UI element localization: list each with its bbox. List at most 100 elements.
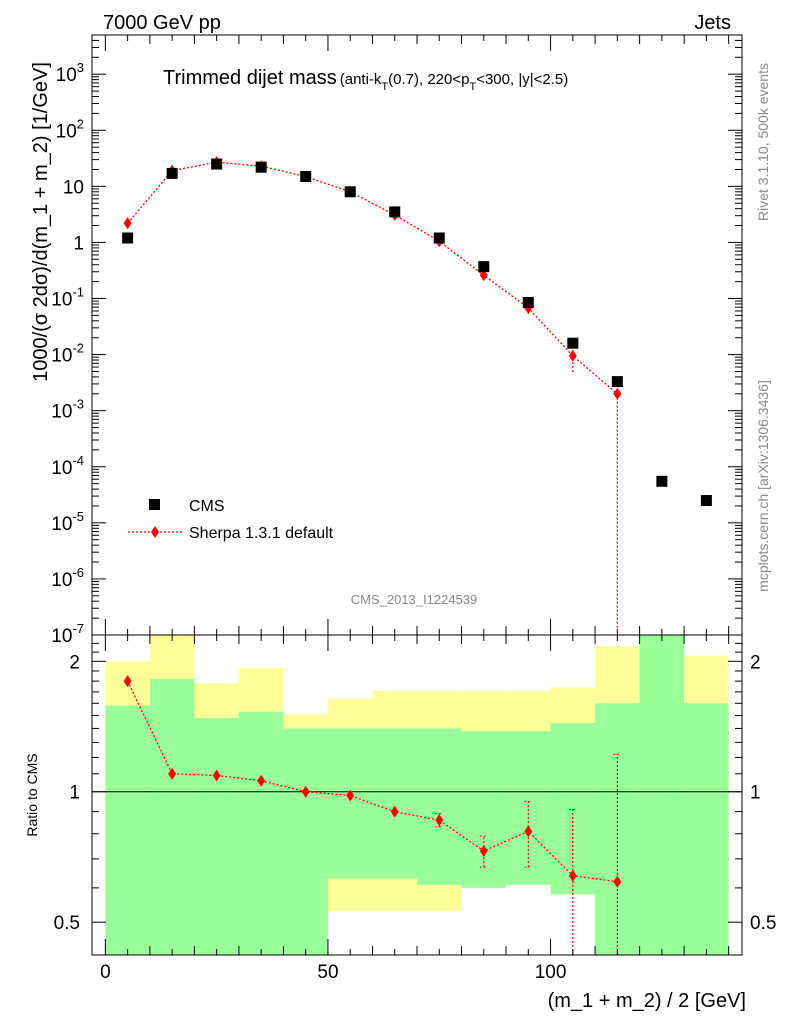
- tick-exponent: 2: [77, 116, 84, 131]
- cms-point: [478, 261, 490, 273]
- plot-title: Trimmed dijet mass (anti-kT(0.7), 220<pT<…: [163, 67, 568, 93]
- ratio-sherpa-point: [168, 767, 177, 780]
- ratio-sherpa-line: [127, 680, 618, 883]
- legend-cms-marker: [149, 499, 160, 510]
- tick-base: 10: [51, 570, 72, 591]
- title-main: Trimmed dijet mass: [163, 67, 337, 89]
- ratio-sherpa-point: [212, 769, 221, 782]
- tick-exponent: -1: [72, 285, 84, 300]
- y-tick-label: 1: [73, 233, 84, 254]
- x-tick-label: 50: [317, 962, 338, 983]
- tick-base: 10: [56, 121, 77, 142]
- ratio-y-tick-label-left: 1: [69, 783, 80, 804]
- cms-inner-band: [327, 728, 373, 879]
- cms-point: [700, 495, 712, 507]
- title-cut-part: (anti-k: [340, 71, 382, 88]
- y-tick-label: 10-6: [51, 565, 84, 591]
- tick-base: 10: [51, 290, 72, 311]
- sherpa-line: [127, 161, 618, 395]
- cms-inner-band: [461, 731, 507, 888]
- y-tick-label: 102: [56, 116, 84, 142]
- ratio-sherpa-point: [524, 825, 533, 838]
- cms-inner-band: [372, 728, 417, 879]
- tick-exponent: -5: [72, 509, 84, 524]
- ratio-y-ticks: 0.5 0.5 1 1 2 2: [54, 642, 776, 934]
- cms-inner-band: [105, 705, 150, 955]
- ratio-sherpa-point: [257, 774, 266, 787]
- header-left: 7000 GeV pp: [103, 12, 221, 34]
- sherpa-point: [479, 269, 488, 282]
- legend-sherpa-label: Sherpa 1.3.1 default: [189, 525, 334, 542]
- legend-cms-label: CMS: [189, 498, 225, 515]
- analysis-id: CMS_2013_I1224539: [351, 592, 478, 607]
- y-tick-label: 103: [56, 60, 84, 86]
- title-subscript: T: [381, 81, 388, 93]
- ratio-sherpa-series: [123, 675, 622, 956]
- tick-exponent: -3: [72, 397, 84, 412]
- ratio-sherpa-point: [479, 844, 488, 857]
- ratio-y-tick-label-right: 0.5: [750, 913, 776, 934]
- main-frame: [91, 34, 743, 636]
- ratio-y-tick-label-left: 0.5: [54, 913, 80, 934]
- ratio-sherpa-point: [568, 869, 577, 882]
- ratio-sherpa-point: [613, 875, 622, 888]
- cms-point: [522, 296, 534, 308]
- tick-exponent: -6: [72, 565, 84, 580]
- ratio-panel: 0.5 0.5 1 1 2 2 0 50 100: [54, 634, 776, 983]
- x-tick-label: 100: [535, 962, 567, 983]
- sherpa-point: [613, 387, 622, 400]
- x-tick-label: 0: [100, 962, 111, 983]
- cms-inner-band: [194, 717, 239, 955]
- rivet-version: Rivet 3.1.10, 500k events: [755, 63, 771, 221]
- y-tick-label: 10: [63, 177, 84, 198]
- y-tick-label: 10-4: [51, 453, 84, 479]
- cms-point: [255, 161, 267, 173]
- title-cut: (anti-kT(0.7), 220<pT<300, |y|<2.5): [340, 71, 569, 93]
- cms-inner-band: [550, 723, 596, 895]
- ratio-sherpa-point: [435, 814, 444, 827]
- cms-point: [344, 186, 356, 198]
- cms-inner-band: [149, 679, 195, 955]
- legend: CMS Sherpa 1.3.1 default: [128, 498, 334, 542]
- cms-point: [166, 167, 178, 179]
- tick-base: 10: [51, 458, 72, 479]
- tick-exponent: 3: [77, 60, 84, 75]
- cms-inner-band: [684, 703, 729, 955]
- cms-inner-band: [417, 728, 462, 885]
- y-axis-label-ratio: Ratio to CMS: [24, 753, 40, 836]
- ratio-y-tick-label-right: 1: [750, 783, 761, 804]
- title-subscript: T: [469, 81, 476, 93]
- cms-inner-band: [238, 711, 284, 955]
- y-tick-label: 10-3: [51, 397, 84, 423]
- ratio-bands: [105, 635, 729, 955]
- tick-base: 10: [56, 65, 77, 86]
- y-tick-label: 10-5: [51, 509, 84, 535]
- sherpa-point: [568, 349, 577, 362]
- sherpa-series: [123, 156, 622, 635]
- header-right: Jets: [694, 12, 731, 34]
- title-cut-part: (0.7), 220<p: [388, 71, 469, 88]
- tick-base: 10: [51, 402, 72, 423]
- cms-point: [389, 206, 401, 218]
- y-axis-label-main: 1000/(σ 2dσ)/d(m_1 + m_2) [1/GeV]: [30, 62, 52, 382]
- tick-base: 10: [51, 346, 72, 367]
- cms-point: [433, 232, 445, 244]
- tick-base: 10: [51, 626, 72, 647]
- ratio-sherpa-point: [123, 675, 132, 688]
- ratio-sherpa-point: [346, 789, 355, 802]
- ratio-x-ticks: 0 50 100: [100, 635, 730, 983]
- ratio-sherpa-point: [390, 805, 399, 818]
- x-axis-label: (m_1 + m_2) / 2 [GeV]: [548, 990, 746, 1012]
- cms-point: [611, 376, 623, 388]
- cms-inner-band: [283, 728, 328, 955]
- y-tick-label: 10-1: [51, 285, 84, 311]
- ratio-y-tick-label-left: 2: [69, 652, 80, 673]
- title-cut-part: <300, |y|<2.5): [476, 71, 568, 88]
- cms-inner-band: [639, 635, 685, 955]
- legend-sherpa-marker: [151, 526, 159, 538]
- tick-exponent: -7: [72, 621, 84, 636]
- tick-exponent: -4: [72, 453, 84, 468]
